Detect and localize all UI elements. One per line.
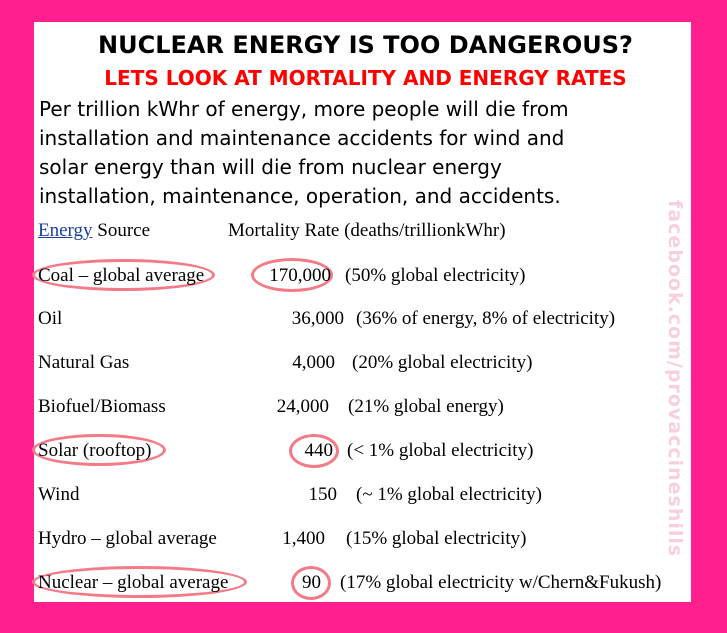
row-rate: 1,400 (282, 528, 325, 549)
intro-line: installation, maintenance, operation, an… (39, 184, 561, 208)
header-source-label: Source (92, 220, 151, 241)
page-title: NUCLEAR ENERGY IS TOO DANGEROUS? (98, 31, 633, 59)
header-source: Energy Source (38, 220, 150, 242)
row-note: (36% of energy, 8% of electricity) (356, 308, 616, 329)
row-source: Oil (38, 308, 63, 329)
row-rate: 24,000 (276, 396, 329, 417)
intro-line: solar energy than will die from nuclear … (39, 155, 502, 179)
row-note: (~ 1% global electricity) (356, 484, 542, 505)
row-rate: 440 (304, 440, 334, 461)
row-source: Coal – global average (38, 265, 205, 286)
intro-line: Per trillion kWhr of energy, more people… (39, 97, 569, 121)
row-note: (17% global electricity w/Chern&Fukush) (340, 572, 662, 593)
row-source: Hydro – global average (38, 528, 217, 549)
row-note: (21% global energy) (348, 396, 504, 417)
row-note: (< 1% global electricity) (347, 440, 534, 461)
facebook-watermark: facebook.com/provaccineshills (664, 200, 686, 558)
row-rate: 4,000 (292, 352, 335, 373)
row-rate: 90 (302, 572, 321, 593)
intro-line: installation and maintenance accidents f… (39, 126, 565, 150)
row-source: Wind (38, 484, 80, 505)
row-rate: 150 (308, 484, 338, 505)
page-subtitle: LETS LOOK AT MORTALITY AND ENERGY RATES (104, 66, 627, 90)
row-note: (50% global electricity) (345, 265, 526, 286)
row-source: Natural Gas (38, 352, 130, 373)
row-note: (20% global electricity) (352, 352, 533, 373)
row-source: Solar (rooftop) (38, 440, 152, 461)
header-rate: Mortality Rate (deaths/trillionkWhr) (228, 220, 506, 241)
row-rate: 170,000 (269, 265, 331, 286)
row-source: Nuclear – global average (38, 572, 229, 593)
row-note: (15% global electricity) (346, 528, 527, 549)
row-rate: 36,000 (291, 308, 344, 329)
infographic-card: NUCLEAR ENERGY IS TOO DANGEROUS? LETS LO… (32, 22, 691, 602)
energy-link[interactable]: Energy (38, 220, 93, 241)
intro-paragraph: Per trillion kWhr of energy, more people… (39, 95, 689, 211)
row-source: Biofuel/Biomass (38, 396, 166, 417)
